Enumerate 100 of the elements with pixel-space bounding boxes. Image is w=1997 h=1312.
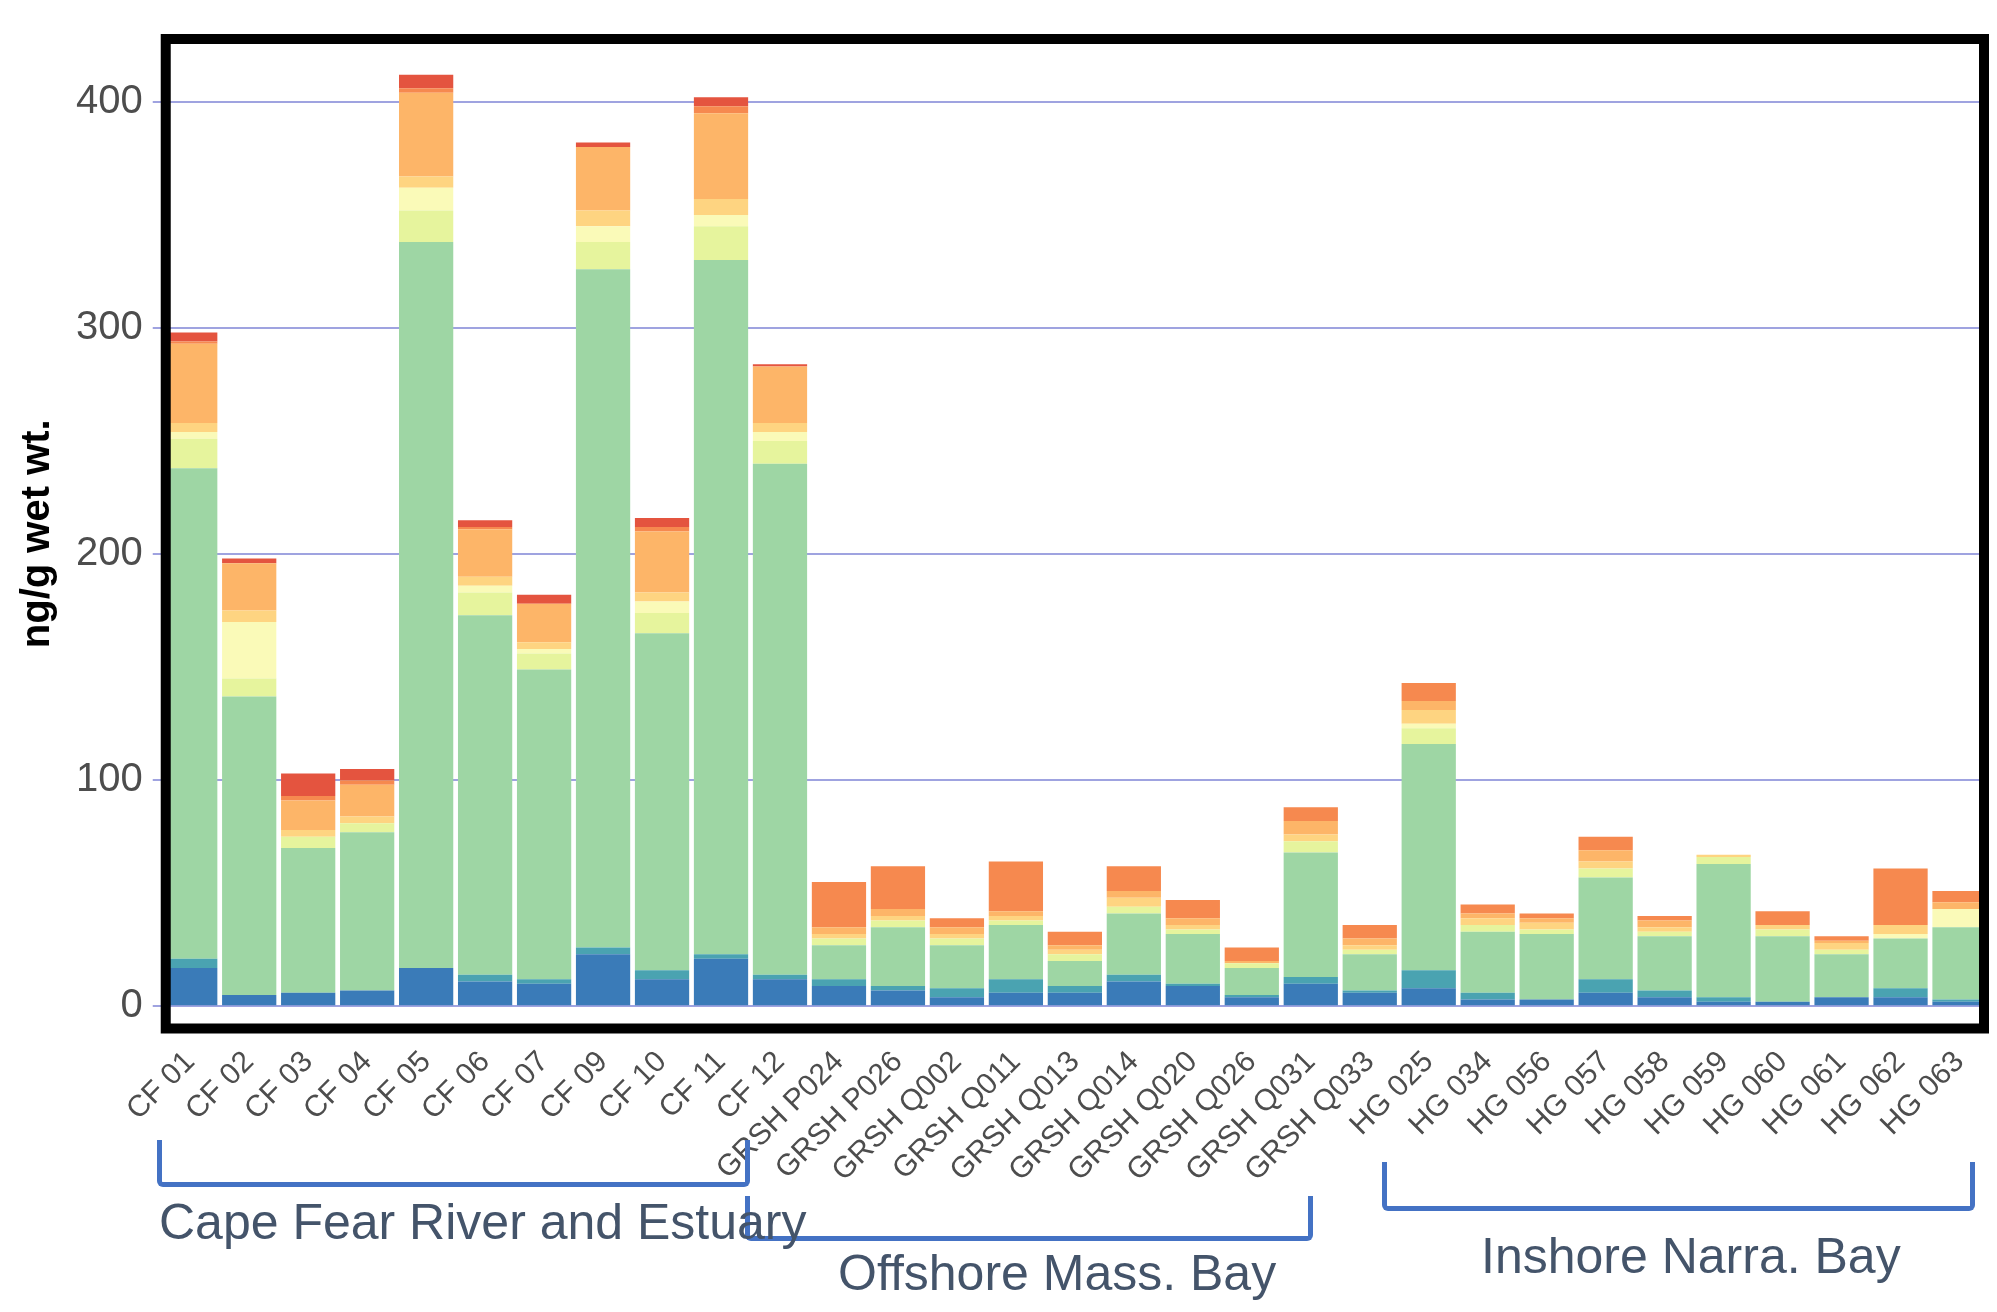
bar (281, 800, 336, 830)
bar (1401, 682, 1456, 702)
bar (399, 210, 454, 243)
bar (811, 938, 867, 946)
bar (1283, 807, 1338, 821)
bar (457, 585, 513, 593)
bar (929, 988, 985, 998)
bar (457, 615, 513, 975)
bar (693, 113, 749, 200)
bar (575, 226, 631, 243)
bar (1519, 929, 1574, 934)
bar (1106, 981, 1161, 1006)
bar (340, 823, 395, 833)
bar (1873, 938, 1928, 989)
bar (281, 773, 336, 797)
bar (811, 945, 867, 980)
bar (457, 520, 513, 527)
bar (634, 531, 690, 593)
bar (1578, 836, 1633, 851)
bar (516, 979, 572, 984)
bar (811, 985, 867, 1006)
bar (1578, 992, 1633, 1006)
bar (929, 918, 985, 928)
bar (870, 909, 926, 916)
bar (1342, 954, 1397, 991)
bar (752, 422, 808, 432)
bar (1342, 945, 1397, 950)
bar (870, 927, 926, 986)
bar (399, 967, 454, 1006)
bar (1401, 744, 1456, 971)
y-tick-label: 100 (75, 755, 143, 800)
bar (281, 992, 336, 1006)
bar (1696, 863, 1751, 998)
bar (634, 612, 690, 634)
bar (1873, 868, 1928, 925)
bar (1106, 897, 1161, 907)
bar (516, 594, 572, 604)
bar (988, 979, 1044, 993)
bar (1283, 983, 1338, 1006)
bar (1401, 970, 1456, 989)
bar (1460, 992, 1515, 1000)
bar (1460, 931, 1515, 993)
bar (516, 983, 572, 1006)
bar (222, 678, 277, 697)
y-axis-title: ng/g wet wt. (13, 419, 58, 649)
bar (1578, 868, 1633, 878)
bar (281, 796, 336, 801)
bar (1165, 918, 1220, 925)
bar (870, 866, 926, 910)
bar (1047, 945, 1102, 950)
bar (1401, 728, 1456, 745)
bar (988, 861, 1044, 912)
text: Offshore Mass. Bay (838, 1244, 1277, 1302)
bar (1283, 852, 1338, 977)
bar (1224, 963, 1279, 968)
text: Inshore Narra. Bay (1481, 1227, 1901, 1285)
bar (693, 260, 749, 955)
bar (693, 199, 749, 215)
bar (988, 920, 1044, 925)
bar (1873, 997, 1928, 1006)
bar (1165, 929, 1220, 934)
bar (1106, 913, 1161, 975)
bar (1519, 933, 1574, 1000)
bar (1637, 920, 1692, 928)
bar (752, 979, 808, 1006)
bar (1401, 988, 1456, 1006)
bar (1224, 967, 1279, 996)
bar (1224, 997, 1279, 1006)
bar (988, 911, 1044, 916)
bar (516, 653, 572, 670)
bar (1106, 866, 1161, 892)
bar (929, 997, 985, 1006)
bar (693, 958, 749, 1006)
bar (988, 924, 1044, 980)
bar (1401, 701, 1456, 711)
bar (1224, 947, 1279, 962)
bar (1696, 997, 1751, 1002)
bar (634, 517, 690, 527)
bar (222, 563, 277, 611)
bar (575, 269, 631, 948)
bar (1460, 904, 1515, 914)
bar (340, 990, 395, 1006)
bar (222, 696, 277, 996)
bar (1047, 931, 1102, 946)
bar (1283, 834, 1338, 842)
bar (516, 649, 572, 654)
bar (399, 187, 454, 211)
bar (399, 88, 454, 93)
bar (1047, 954, 1102, 962)
bar (1814, 943, 1869, 950)
bar (1047, 961, 1102, 986)
y-tick-label: 400 (75, 76, 143, 121)
bar (516, 642, 572, 650)
bar (340, 832, 395, 991)
bar (870, 985, 926, 991)
bar (693, 214, 749, 227)
bar (811, 881, 867, 928)
bar (693, 226, 749, 261)
bar (1401, 710, 1456, 724)
bar (634, 970, 690, 980)
